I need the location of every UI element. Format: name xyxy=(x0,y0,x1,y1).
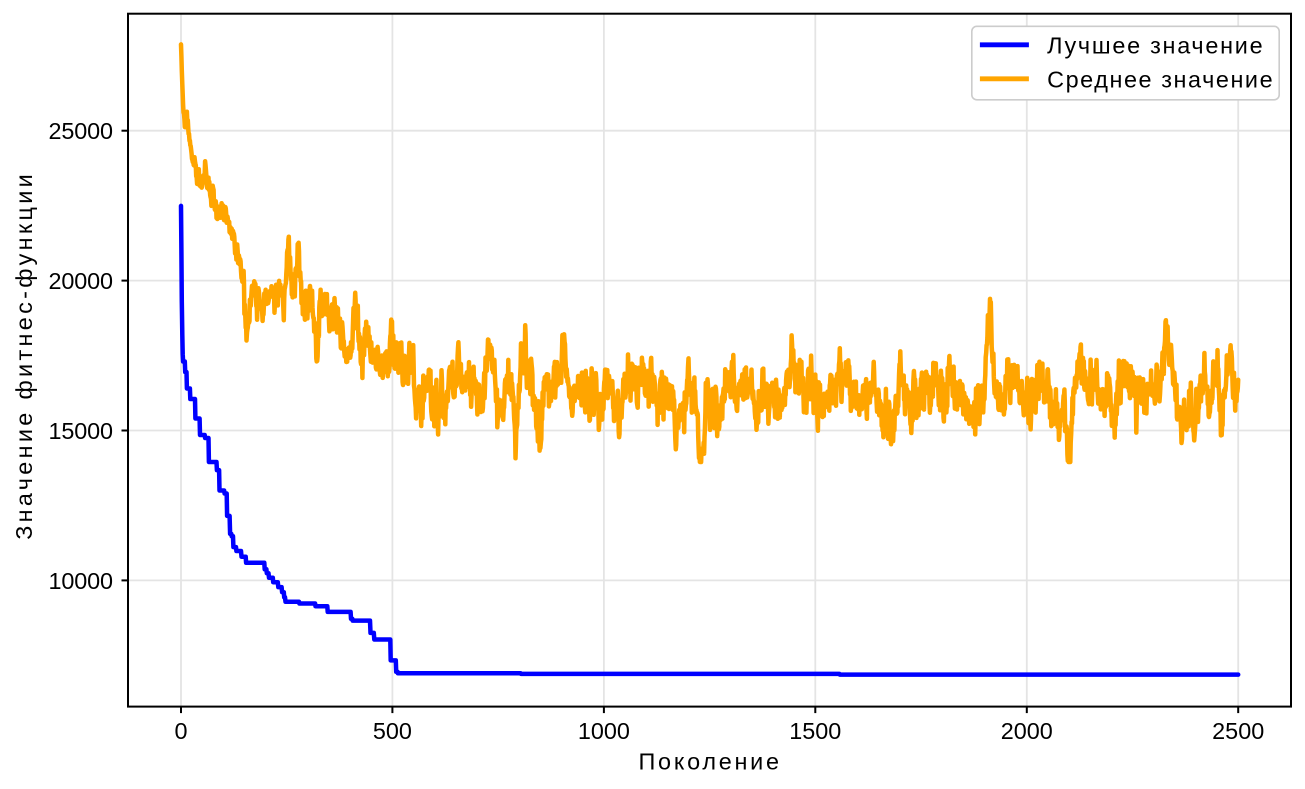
svg-text:2500: 2500 xyxy=(1212,718,1264,744)
svg-text:25000: 25000 xyxy=(49,118,114,144)
svg-text:20000: 20000 xyxy=(49,268,114,294)
svg-text:500: 500 xyxy=(373,718,412,744)
svg-text:Лучшее значение: Лучшее значение xyxy=(1047,33,1263,59)
svg-text:1500: 1500 xyxy=(789,718,841,744)
svg-text:Значение фитнес-функции: Значение фитнес-функции xyxy=(11,174,37,540)
svg-text:2000: 2000 xyxy=(1001,718,1053,744)
svg-text:Поколение: Поколение xyxy=(639,748,780,774)
svg-text:0: 0 xyxy=(174,718,187,744)
svg-text:10000: 10000 xyxy=(49,568,114,594)
svg-text:15000: 15000 xyxy=(49,418,114,444)
svg-text:1000: 1000 xyxy=(578,718,630,744)
